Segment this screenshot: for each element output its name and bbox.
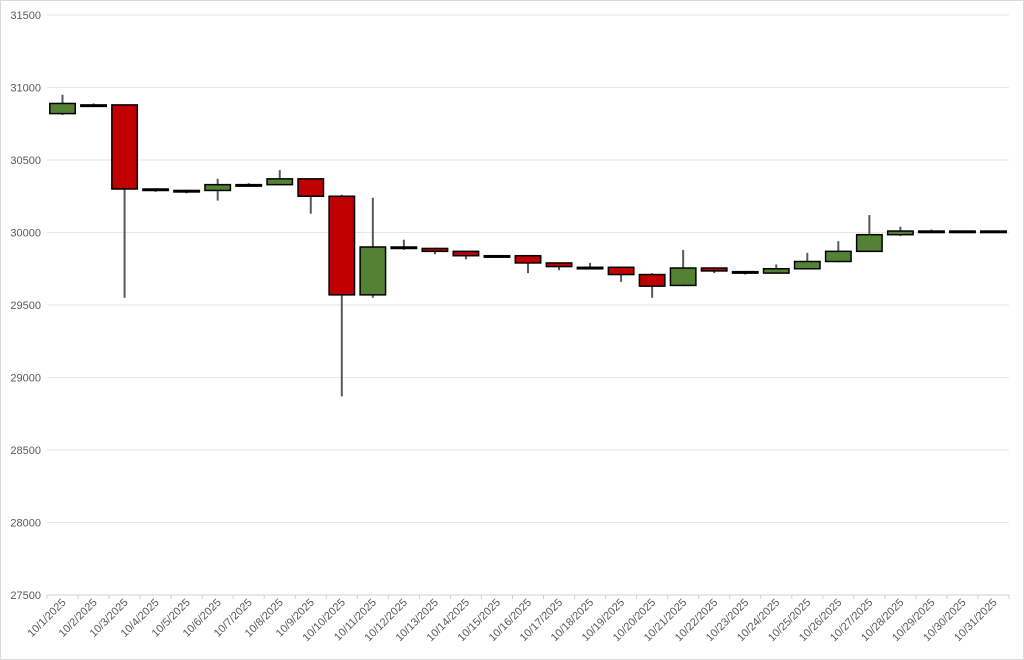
gridlines: [47, 14, 1009, 596]
candle-body-up: [49, 102, 76, 115]
x-axis-tick-labels: 10/1/202510/2/202510/3/202510/4/202510/5…: [26, 595, 1010, 644]
candle-body-down: [607, 266, 635, 276]
candle-body-down: [545, 262, 573, 268]
candle: [638, 273, 666, 298]
y-tick-label: 30500: [10, 155, 41, 167]
candle: [80, 103, 108, 108]
candle-body-up: [793, 260, 821, 270]
candle-body-up: [235, 183, 263, 187]
candle-body-up: [266, 178, 294, 186]
candle-body-up: [886, 230, 914, 236]
y-tick-label: 29000: [10, 373, 41, 385]
candle: [731, 270, 759, 275]
candle-body-down: [731, 270, 759, 274]
candle-body-up: [173, 189, 201, 193]
candle-body-down: [111, 104, 139, 190]
candle: [297, 178, 325, 214]
candle-body-down: [700, 267, 728, 272]
candle: [49, 94, 76, 116]
candle: [235, 183, 263, 187]
candle: [545, 262, 573, 271]
candle: [607, 266, 635, 282]
candle: [266, 170, 294, 186]
candle-body-down: [452, 250, 480, 257]
candle: [328, 194, 356, 397]
candle-body-down: [328, 195, 356, 296]
candle-body-up: [576, 266, 604, 270]
candle-body-down: [421, 247, 449, 253]
candle: [700, 267, 728, 274]
candle: [948, 230, 976, 234]
candle: [917, 229, 945, 234]
candle: [855, 215, 883, 253]
candle: [173, 189, 201, 194]
candle-body-up: [204, 183, 232, 192]
candle: [669, 249, 697, 287]
candle: [204, 178, 232, 201]
candle-body-down: [142, 188, 170, 192]
candle-body-down: [638, 273, 666, 287]
candle-body-up: [359, 246, 387, 296]
candles: [49, 94, 1007, 397]
candle: [452, 250, 480, 260]
candle: [886, 226, 914, 237]
candle-body-up: [917, 230, 945, 234]
candle: [514, 254, 542, 274]
y-tick-label: 27500: [10, 590, 41, 602]
candle: [111, 104, 139, 298]
candle: [390, 239, 418, 250]
y-tick-label: 30000: [10, 228, 41, 240]
candle: [483, 254, 511, 258]
y-tick-label: 29500: [10, 300, 41, 312]
candle: [421, 247, 449, 255]
y-tick-label: 28500: [10, 445, 41, 457]
candle-body-up: [824, 250, 852, 263]
candle-body-down: [514, 254, 542, 264]
candle-body-up: [390, 246, 418, 250]
candle: [762, 264, 790, 274]
candle-body-up: [948, 230, 976, 234]
candle-body-up: [483, 254, 511, 258]
candle-body-up: [80, 104, 108, 108]
candle-body-up: [980, 230, 1007, 234]
candle: [142, 188, 170, 192]
candle-body-up: [855, 233, 883, 253]
candle: [980, 230, 1007, 234]
candle: [359, 197, 387, 298]
candle: [576, 262, 604, 270]
y-tick-label: 31000: [10, 83, 41, 95]
candle-body-up: [762, 268, 790, 274]
candle: [824, 241, 852, 263]
candle: [793, 252, 821, 270]
y-axis-tick-labels: 27500 28000 28500 29000 29500 30000 30500 31000…: [10, 10, 41, 602]
candle-body-up: [669, 267, 697, 287]
candle-body-down: [297, 178, 325, 198]
y-tick-label: 31500: [10, 10, 41, 22]
y-tick-label: 28000: [10, 518, 41, 530]
